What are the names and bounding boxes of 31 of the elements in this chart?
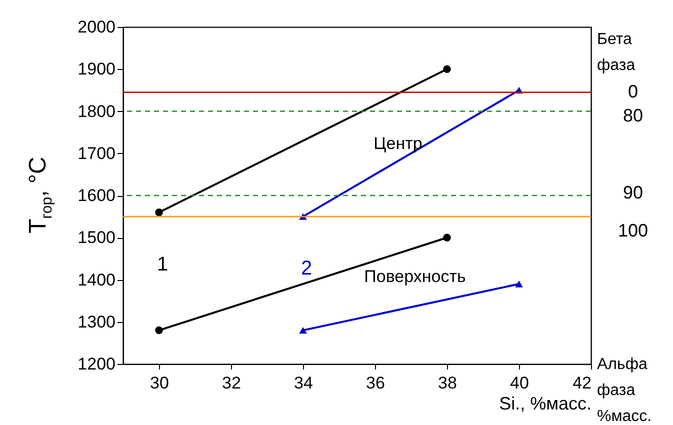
point [155,326,163,334]
y-tick-label: 1700 [78,144,116,163]
point [155,208,163,216]
y-tick-label: 2000 [78,18,116,36]
x-tick-label: 34 [294,374,313,392]
point [443,234,451,242]
x-tick-label: 30 [150,374,169,392]
y-tick-label: 1800 [78,102,116,121]
text: Бета фаза [597,31,636,74]
y-tick-label: 1900 [78,60,116,79]
x-tick-label: 36 [366,374,385,392]
y-tick-label: 1300 [78,312,116,332]
series-label: 1 [157,253,168,276]
y-tick-label: 1600 [78,186,116,205]
y-tick-label: 1500 [78,228,116,248]
series-label: 2 [301,258,312,280]
x-tick-label: 42 [572,374,592,392]
text: Альфа фаза %масс. [597,356,652,425]
text: 90 [622,182,644,202]
x-tick-label: 38 [438,374,457,392]
text: 100 [618,220,648,241]
annotation: Центр [374,134,422,153]
x-axis-title: Si., %масс. [499,394,592,414]
x-tick-label: 32 [222,374,241,392]
y-tick-label: 1400 [78,270,116,290]
point [443,65,451,73]
y-tick-label: 1200 [78,354,116,374]
text: 80 [622,105,644,126]
x-tick-label: 40 [510,374,529,392]
annotation: Поверхность [364,267,466,286]
text: 0 [628,81,638,102]
